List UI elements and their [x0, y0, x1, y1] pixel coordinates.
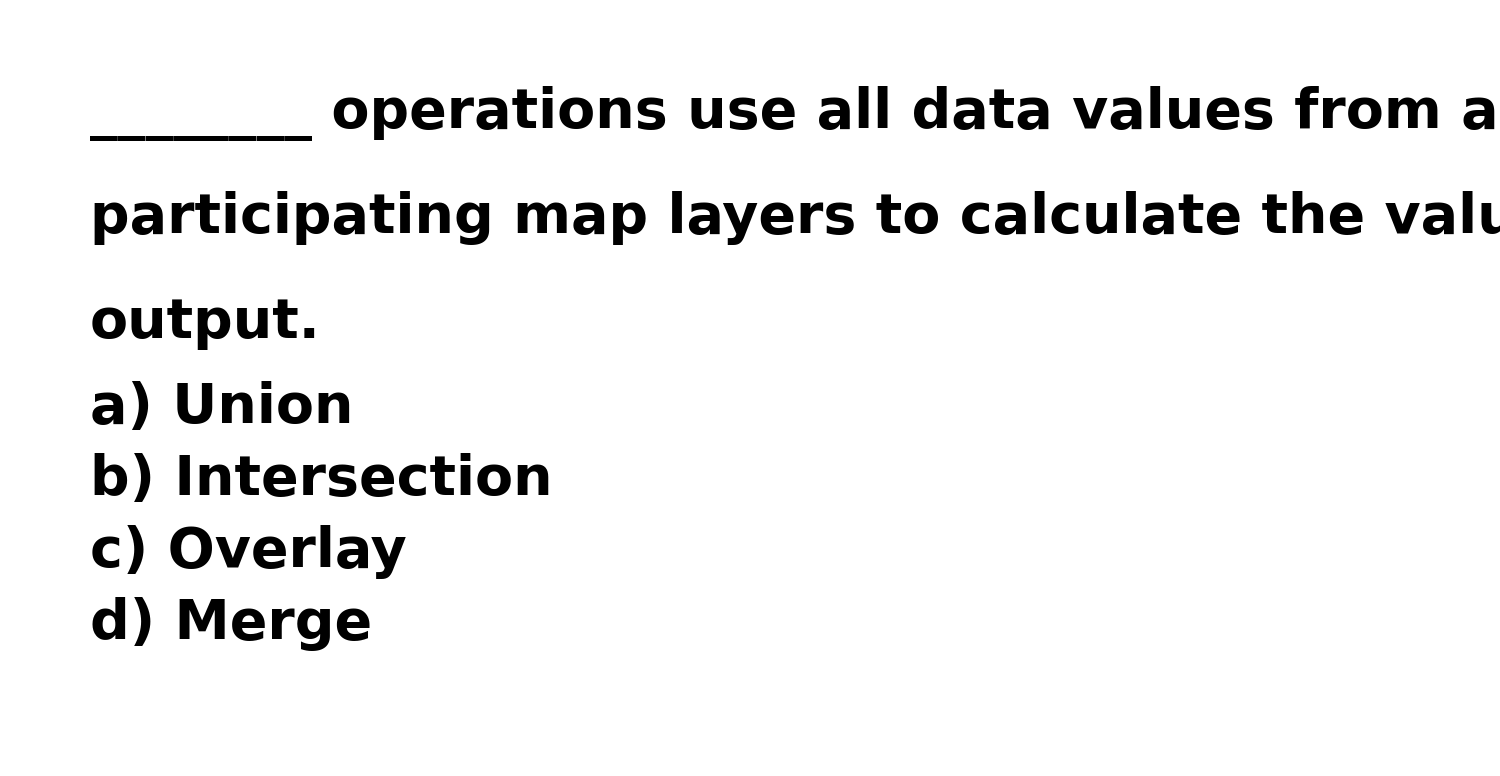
Text: b) Intersection: b) Intersection — [90, 453, 552, 507]
Text: a) Union: a) Union — [90, 381, 354, 435]
Text: output.: output. — [90, 296, 321, 350]
Text: c) Overlay: c) Overlay — [90, 525, 407, 579]
Text: ________ operations use all data values from all: ________ operations use all data values … — [90, 86, 1500, 141]
Text: d) Merge: d) Merge — [90, 597, 372, 651]
Text: participating map layers to calculate the value of the: participating map layers to calculate th… — [90, 191, 1500, 245]
